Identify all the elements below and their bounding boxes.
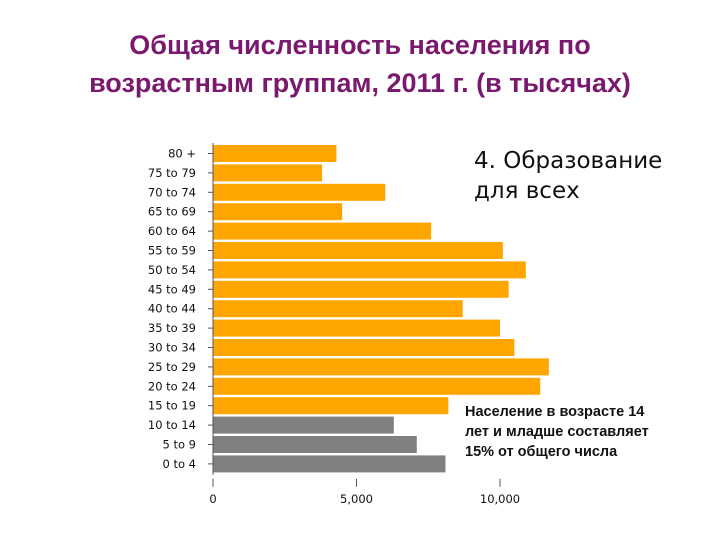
bar-5 [213,242,503,259]
category-label-15: 5 to 9 [163,438,197,452]
bar-13 [213,397,449,415]
bar-1 [213,164,323,182]
category-label-8: 40 to 44 [148,302,196,316]
category-label-5: 55 to 59 [148,244,196,258]
category-label-0: 80 + [168,147,196,161]
x-tick-label-0: 0 [209,492,216,506]
category-label-3: 65 to 69 [148,205,196,219]
bar-6 [213,261,526,279]
note-line-3: 15% от общего числа [465,444,618,460]
population-note: Население в возрасте 14 лет и младше сос… [465,402,705,462]
bar-7 [213,280,509,298]
category-label-12: 20 to 24 [148,379,196,393]
section-heading-line-1: 4. Образование [474,148,663,174]
bar-12 [213,377,541,395]
slide-title: Общая численность населения по возрастны… [0,26,720,102]
category-label-1: 75 to 79 [148,166,196,180]
bar-3 [213,203,343,221]
category-label-6: 50 to 54 [148,263,196,277]
bar-4 [213,222,432,240]
bar-9 [213,319,500,337]
title-line-1: Общая численность населения по [129,30,591,60]
category-label-13: 15 to 19 [148,399,196,413]
x-tick-label-1: 5,000 [340,492,373,506]
title-line-2: возрастным группам, 2011 г. (в тысячах) [89,68,631,98]
category-label-9: 35 to 39 [148,321,196,335]
bar-15 [213,436,417,453]
section-heading: 4. Образование для всех [474,146,704,206]
category-label-2: 70 to 74 [148,185,196,199]
note-line-1: Население в возрасте 14 [465,404,645,420]
category-label-7: 45 to 49 [148,282,196,296]
category-label-14: 10 to 14 [148,418,196,432]
bar-14 [213,416,394,434]
bar-8 [213,300,463,318]
bar-2 [213,183,386,201]
note-line-2: лет и младше составляет [465,424,649,440]
bar-10 [213,339,515,356]
x-tick-label-2: 10,000 [480,492,520,506]
category-label-11: 25 to 29 [148,360,196,374]
bar-11 [213,358,549,376]
category-label-4: 60 to 64 [148,224,196,238]
section-heading-line-2: для всех [474,178,580,204]
category-label-10: 30 to 34 [148,341,196,355]
category-label-16: 0 to 4 [163,457,197,471]
bar-0 [213,145,337,162]
bar-16 [213,455,446,473]
